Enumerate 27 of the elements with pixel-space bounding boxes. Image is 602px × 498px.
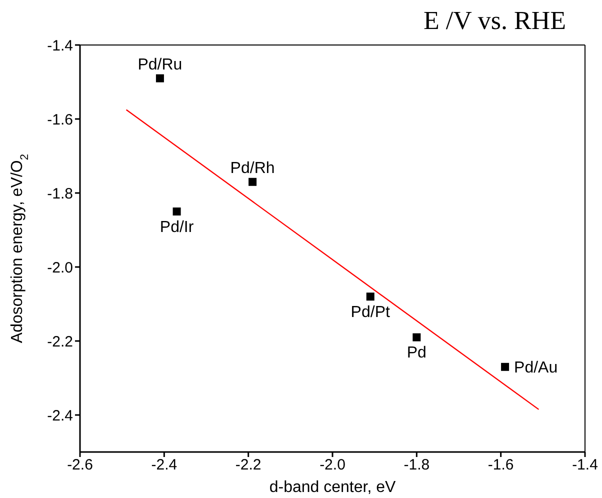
x-axis-title: d-band center, eV bbox=[269, 479, 396, 496]
point bbox=[156, 74, 164, 82]
annotation: Pd/Ru bbox=[138, 56, 182, 74]
y-tick-label: -2.2 bbox=[47, 333, 73, 350]
y-tick-label: -2.0 bbox=[47, 259, 73, 276]
annotation: Pd/Rh bbox=[230, 160, 275, 177]
point bbox=[412, 333, 421, 342]
x-tick-label: -2.0 bbox=[320, 456, 346, 474]
annotation: Pd/Au bbox=[514, 360, 558, 377]
x-tick-label: -1.6 bbox=[488, 456, 514, 474]
point bbox=[366, 292, 374, 301]
x-tick-label: -1.8 bbox=[404, 456, 430, 474]
annotation: Pd bbox=[406, 344, 426, 362]
y-tick-label: -1.8 bbox=[47, 185, 73, 202]
chart-title: E /V vs. RHE bbox=[423, 6, 566, 36]
point bbox=[501, 362, 510, 371]
y-tick-label: -1.4 bbox=[47, 37, 73, 54]
point bbox=[248, 178, 257, 186]
x-tick-label: -2.6 bbox=[67, 456, 93, 474]
x-tick-label: -2.4 bbox=[151, 456, 178, 474]
x-tick-label: -1.4 bbox=[572, 456, 598, 474]
y-tick-label: -2.4 bbox=[47, 407, 73, 424]
point bbox=[172, 208, 181, 216]
annotation: Pd/Pt bbox=[350, 304, 390, 321]
y-tick-label: -1.6 bbox=[47, 111, 73, 128]
x-tick-label: -2.2 bbox=[235, 456, 262, 474]
annotation: Pd/Ir bbox=[160, 218, 194, 236]
